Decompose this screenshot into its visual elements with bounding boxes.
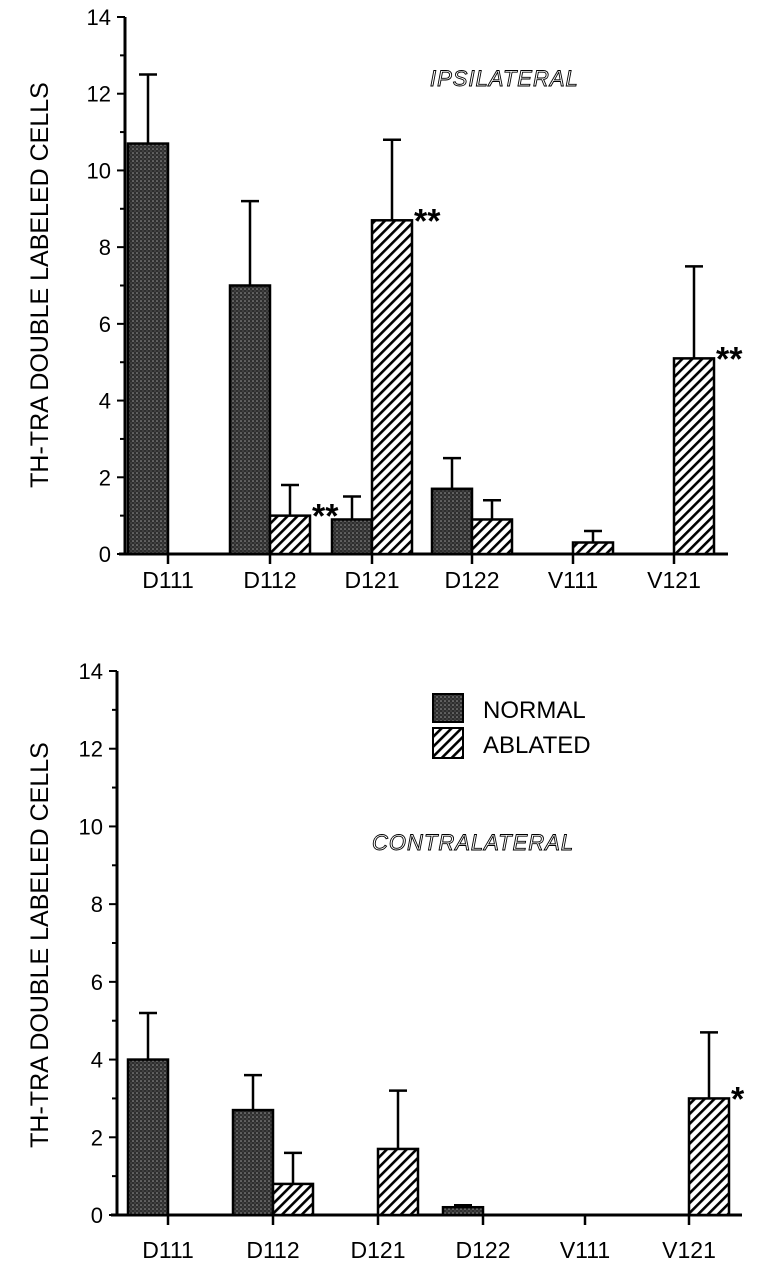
ablated-bar-d121	[376, 1147, 420, 1217]
normal-bar-d111	[126, 142, 170, 556]
x-tick-label: V121	[647, 567, 701, 593]
panel-title: IPSILATERAL	[430, 66, 579, 91]
x-tick-label: D111	[142, 1237, 194, 1263]
significance-marker: **	[414, 202, 441, 240]
y-tick-label: 8	[99, 235, 111, 260]
panel-title: CONTRALATERAL	[372, 830, 574, 855]
x-tick-label: D111	[142, 567, 194, 593]
y-tick-label: 14	[79, 659, 103, 684]
y-tick-label: 4	[99, 389, 111, 414]
normal-bar-d112	[231, 1108, 275, 1217]
ablated-bar-d122	[470, 518, 514, 556]
y-tick-label: 12	[79, 737, 103, 762]
normal-bar-d122	[441, 1205, 485, 1217]
ablated-bar-v121	[672, 357, 716, 556]
ablated-bar-d121	[370, 219, 414, 556]
x-tick-label: V111	[560, 1237, 610, 1263]
x-tick-label: V111	[548, 567, 598, 593]
ablated-bar-d112	[271, 1182, 315, 1217]
ablated-bar-v111	[571, 541, 615, 556]
legend-ablated-swatch	[432, 727, 464, 759]
x-tick-label: V121	[662, 1237, 716, 1263]
normal-bar-d111	[126, 1058, 170, 1217]
y-axis-label: TH-TRA DOUBLE LABELED CELLS	[26, 82, 54, 488]
y-tick-label: 12	[87, 82, 111, 107]
y-tick-label: 2	[91, 1125, 103, 1150]
y-tick-label: 0	[99, 542, 111, 567]
legend-ablated-label: ABLATED	[483, 732, 591, 759]
contralateral-panel: 0 2 4 6 8 10 12 14 TH-TRA DOUBLE LABELED CELLS CO…	[26, 659, 745, 1263]
x-tick-label: D112	[243, 567, 296, 593]
y-tick-label: 10	[87, 158, 111, 183]
y-tick-label: 14	[87, 5, 111, 30]
y-tick-label: 6	[99, 312, 111, 337]
x-tick-label: D121	[351, 1237, 406, 1263]
x-tick-label: D122	[445, 567, 500, 593]
normal-bar-d112	[228, 284, 272, 556]
normal-bar-d121	[330, 518, 374, 556]
ablated-bar-v121	[687, 1097, 731, 1217]
y-tick-label: 4	[91, 1048, 103, 1073]
ipsilateral-panel: 0 2 4 6 8 10 12 14 TH-TRA DOUBLE LABELED CELLS IP…	[26, 5, 743, 593]
y-tick-label: 8	[91, 892, 103, 917]
y-tick-label: 0	[91, 1203, 103, 1228]
significance-marker: **	[716, 340, 743, 378]
y-tick-label: 2	[99, 465, 111, 490]
legend-normal-swatch	[432, 693, 464, 723]
y-tick-label: 6	[91, 970, 103, 995]
x-tick-label: D112	[246, 1237, 299, 1263]
legend-normal-label: NORMAL	[483, 697, 586, 724]
y-tick-label: 10	[79, 814, 103, 839]
legend: NORMAL ABLATED	[432, 693, 591, 759]
normal-bar-d122	[430, 487, 474, 556]
significance-marker: *	[731, 1080, 745, 1118]
y-axis-label: TH-TRA DOUBLE LABELED CELLS	[26, 742, 54, 1148]
x-tick-label: D122	[456, 1237, 511, 1263]
ablated-bar-d112	[268, 514, 312, 556]
x-tick-label: D121	[345, 567, 400, 593]
